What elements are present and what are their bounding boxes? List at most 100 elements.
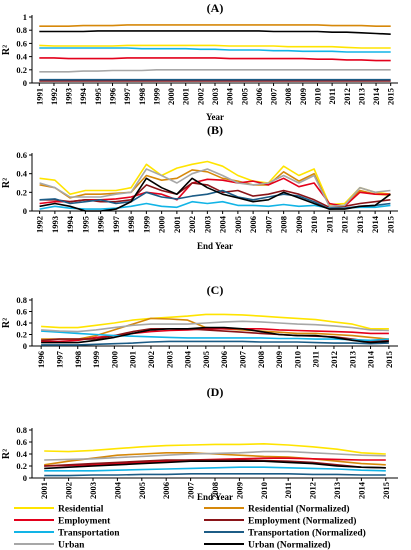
series-line-transportation: [39, 47, 391, 53]
series-line-residential: [44, 442, 386, 455]
x-tick-label: 1995: [80, 216, 90, 233]
series-line-employment: [41, 327, 389, 343]
legend-label: Residential: [58, 505, 104, 515]
series-line-transportation: [44, 466, 386, 472]
x-tick-label: 2007: [186, 481, 196, 499]
x-tick-label: 2000: [166, 88, 176, 105]
series-line-urban-norm: [41, 326, 389, 344]
y-tick-label: 0.4: [16, 52, 27, 62]
y-tick-label: 0.2: [16, 187, 27, 197]
x-tick-label: 1999: [151, 88, 161, 105]
x-tick-label: 2008: [283, 88, 293, 105]
x-tick-label: 2000: [109, 351, 119, 368]
x-tick-label: 2002: [195, 88, 205, 105]
legend-label: Employment (Normalized): [248, 516, 356, 527]
x-tick-label: 2007: [263, 215, 273, 233]
x-tick-label: 2009: [274, 351, 284, 368]
x-tick-label: 1996: [36, 351, 46, 368]
y-tick-label: 0.4: [16, 449, 27, 459]
x-tick-label: 2001: [128, 351, 138, 368]
series-line-transportation: [41, 330, 389, 342]
x-tick-label: 1998: [137, 88, 147, 105]
y-axis-label: R²: [1, 45, 12, 55]
x-axis-label: End Year: [197, 492, 233, 502]
y-tick-label: 0.2: [16, 330, 27, 340]
x-tick-label: 2015: [386, 88, 396, 105]
x-tick-label: 2005: [233, 216, 243, 233]
x-tick-label: 2000: [157, 216, 167, 233]
x-tick-label: 2009: [294, 216, 304, 233]
legend-entry: Residential (Normalized): [204, 504, 350, 515]
y-tick-label: 0: [23, 78, 27, 88]
series-line-employment: [39, 57, 391, 62]
x-tick-label: 1997: [111, 215, 121, 233]
x-tick-label: 2010: [292, 351, 302, 368]
legend: Residential Residential (Normalized)Emplo…: [14, 504, 366, 550]
y-axis-label: R²: [1, 449, 12, 459]
y-tick-label: 1: [23, 12, 27, 22]
chart-panel-4: (D) R² 0 0.2 0.4 0.6 0.8 2001 2002 2003 2004 2005 20…: [1, 385, 398, 502]
chart-panel-2: (B) R² 0 0.2 0.4 0.6 1992 1993 1994 1995 1996 1997 1…: [1, 123, 398, 251]
chart-panel-1: (A) R² 0 0.2 0.4 0.6 0.8 1 1991 1992 1993 1994 1995 1…: [1, 1, 398, 122]
x-tick-label: 2010: [259, 482, 269, 499]
x-tick-label: 2013: [332, 482, 342, 499]
x-tick-label: 2001: [39, 482, 49, 499]
legend-entry: Urban: [14, 541, 85, 550]
x-tick-label: 2005: [239, 88, 249, 105]
x-tick-label: 2012: [340, 216, 350, 233]
x-tick-label: 2014: [366, 350, 376, 368]
series-line-residential: [39, 44, 391, 49]
x-tick-label: 2013: [356, 88, 366, 105]
x-tick-label: 1998: [126, 216, 136, 233]
x-tick-label: 2014: [370, 215, 380, 233]
x-tick-label: 2014: [356, 481, 366, 499]
y-tick-label: 0.6: [16, 38, 27, 48]
series-line-urban: [41, 320, 389, 333]
x-tick-label: 2014: [371, 87, 381, 105]
y-tick-label: 0.6: [16, 437, 27, 447]
series-line-urban: [44, 450, 386, 461]
x-tick-label: 2013: [355, 216, 365, 233]
x-tick-label: 2003: [88, 482, 98, 499]
x-tick-label: 2006: [248, 216, 258, 233]
series-line-employment-norm: [39, 182, 391, 209]
y-axis-label: R²: [1, 318, 12, 328]
x-tick-label: 1993: [50, 216, 60, 233]
series-line-urban-norm: [44, 460, 386, 470]
x-tick-label: 1993: [64, 88, 74, 105]
x-tick-label: 1994: [78, 87, 88, 105]
x-tick-label: 2004: [183, 350, 193, 368]
x-tick-label: 2003: [164, 351, 174, 368]
y-tick-label: 0.6: [16, 307, 27, 317]
x-tick-label: 2015: [385, 216, 395, 233]
legend-entry: Transportation: [14, 529, 120, 539]
x-tick-label: 1991: [34, 88, 44, 105]
x-tick-label: 2008: [256, 351, 266, 368]
x-tick-label: 2005: [201, 351, 211, 368]
x-tick-label: 2002: [146, 351, 156, 368]
series-line-employment-norm: [44, 459, 386, 469]
x-tick-label: 1992: [49, 88, 59, 105]
y-axis-label: R²: [1, 178, 12, 188]
series-line-urban: [39, 168, 391, 208]
x-tick-label: 1996: [108, 88, 118, 105]
x-tick-label: 2002: [64, 482, 74, 499]
y-tick-label: 0.2: [16, 461, 27, 471]
x-tick-label: 2008: [279, 216, 289, 233]
panel-title: (A): [207, 1, 224, 15]
x-tick-label: 2007: [237, 350, 247, 368]
x-tick-label: 1997: [54, 350, 64, 368]
series-line-urban-norm: [39, 30, 391, 35]
x-tick-label: 1992: [35, 216, 45, 233]
x-tick-label: 2013: [347, 351, 357, 368]
x-tick-label: 2004: [112, 481, 122, 499]
legend-entry: Urban (Normalized): [204, 540, 331, 550]
legend-label: Urban (Normalized): [248, 540, 331, 550]
x-tick-label: 2006: [219, 351, 229, 368]
series-line-urban: [39, 69, 391, 73]
y-tick-label: 0.6: [16, 150, 27, 160]
x-tick-label: 2010: [309, 216, 319, 233]
legend-entry: Residential: [14, 505, 104, 515]
x-tick-label: 2011: [311, 351, 321, 368]
